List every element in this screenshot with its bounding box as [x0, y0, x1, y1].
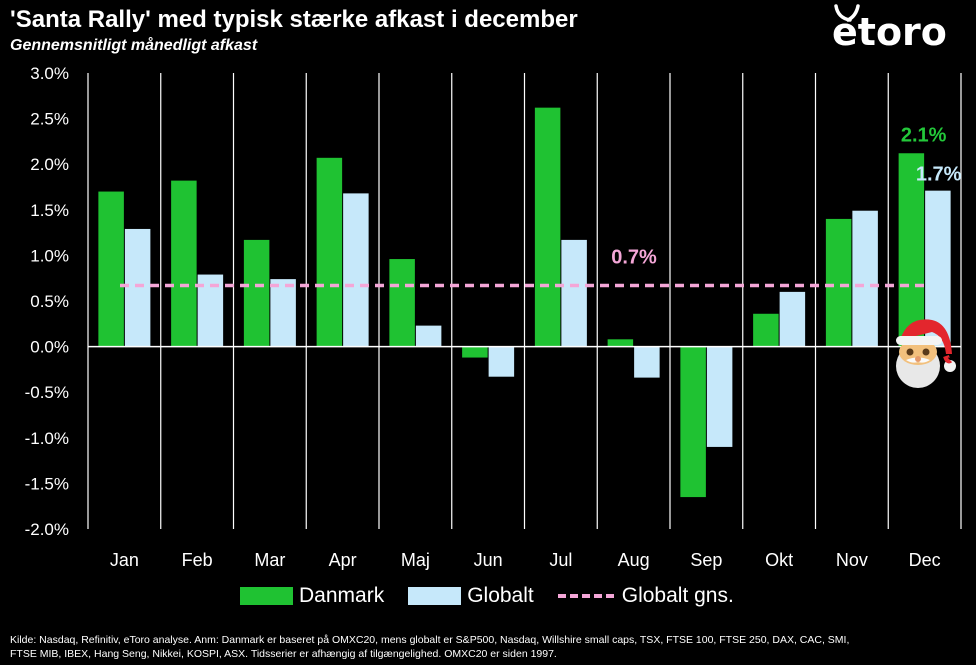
- etoro-logo-text: etoro: [832, 10, 947, 54]
- bar-danmark-jan: [98, 191, 124, 347]
- chart-subtitle: Gennemsnitligt månedligt afkast: [10, 37, 258, 54]
- source-note-line-2: FTSE MIB, IBEX, Hang Seng, Nikkei, KOSPI…: [10, 648, 557, 660]
- santa-emoji-icon: [896, 319, 956, 388]
- bar-danmark-sep: [680, 346, 706, 498]
- bar-globalt-jun: [488, 346, 515, 377]
- bar-danmark-jul: [534, 107, 561, 347]
- bar-danmark-aug: [607, 339, 634, 347]
- y-tick-label: 1.5%: [30, 201, 69, 220]
- bar-globalt-apr: [343, 193, 369, 347]
- source-note: Kilde: Nasdaq, Refinitiv, eToro analyse.…: [10, 633, 970, 661]
- bar-danmark-dec: [898, 153, 925, 347]
- x-tick-label: Sep: [690, 550, 722, 570]
- legend-label-globalt: Globalt: [467, 584, 534, 607]
- y-tick-label: 2.5%: [30, 110, 69, 129]
- bar-danmark-nov: [825, 218, 852, 347]
- y-tick-label: -2.0%: [25, 520, 69, 539]
- bar-danmark-maj: [389, 259, 415, 347]
- etoro-horns-icon: [834, 4, 860, 22]
- x-tick-label: Aug: [618, 550, 650, 570]
- legend-swatch-average: [557, 594, 614, 598]
- bar-chart: 3.0% 2.5% 2.0% 1.5% 1.0% 0.5% 0.0% -0.5% -1.0% -1…: [25, 64, 962, 570]
- data-label-danmark: 2.1%: [901, 124, 947, 146]
- legend-swatch-globalt: [408, 587, 462, 605]
- y-tick-label: 2.0%: [30, 155, 69, 174]
- x-tick-label: Nov: [836, 550, 868, 570]
- x-tick-label: Apr: [329, 550, 357, 570]
- x-tick-label: Jul: [549, 550, 572, 570]
- x-tick-label: Jan: [110, 550, 139, 570]
- bar-globalt-okt: [779, 291, 806, 347]
- bar-globalt-jan: [124, 228, 151, 347]
- bar-danmark-mar: [243, 239, 270, 347]
- chart-legend: Danmark Globalt Globalt gns.: [240, 584, 758, 608]
- x-tick-label: Mar: [254, 550, 285, 570]
- x-tick-label: Feb: [182, 550, 213, 570]
- bar-danmark-okt: [753, 313, 779, 347]
- legend-item-danmark: Danmark: [240, 584, 384, 608]
- average-line-label: 0.7%: [611, 246, 657, 268]
- legend-item-globalt: Globalt: [408, 584, 534, 608]
- legend-label-danmark: Danmark: [299, 584, 385, 607]
- bar-globalt-mar: [270, 279, 296, 347]
- bar-globalt-nov: [852, 210, 878, 347]
- data-label-globalt: 1.7%: [916, 164, 962, 186]
- bar-globalt-jul: [561, 239, 587, 347]
- chart-title: 'Santa Rally' med typisk stærke afkast i…: [10, 6, 578, 33]
- legend-swatch-danmark: [240, 587, 293, 605]
- bar-danmark-feb: [171, 180, 197, 347]
- y-tick-label: -1.0%: [25, 429, 69, 448]
- bar-danmark-jun: [462, 346, 488, 358]
- source-note-line-1: Kilde: Nasdaq, Refinitiv, eToro analyse.…: [10, 634, 850, 646]
- x-tick-label: Maj: [401, 550, 430, 570]
- legend-label-average: Globalt gns.: [621, 584, 734, 607]
- bar-globalt-maj: [415, 325, 442, 347]
- y-tick-label: -0.5%: [25, 383, 69, 402]
- y-tick-label: 0.0%: [30, 338, 69, 357]
- legend-item-average: Globalt gns.: [557, 584, 734, 608]
- x-tick-label: Okt: [765, 550, 793, 570]
- x-tick-label: Dec: [909, 550, 941, 570]
- y-tick-label: -1.5%: [25, 474, 69, 493]
- bar-globalt-aug: [634, 346, 660, 378]
- y-tick-label: 1.0%: [30, 246, 69, 265]
- y-tick-label: 3.0%: [30, 64, 69, 83]
- bar-globalt-sep: [706, 346, 733, 447]
- x-tick-label: Jun: [474, 550, 503, 570]
- y-tick-label: 0.5%: [30, 292, 69, 311]
- bar-danmark-apr: [316, 157, 343, 347]
- etoro-logo: etoro: [832, 4, 947, 54]
